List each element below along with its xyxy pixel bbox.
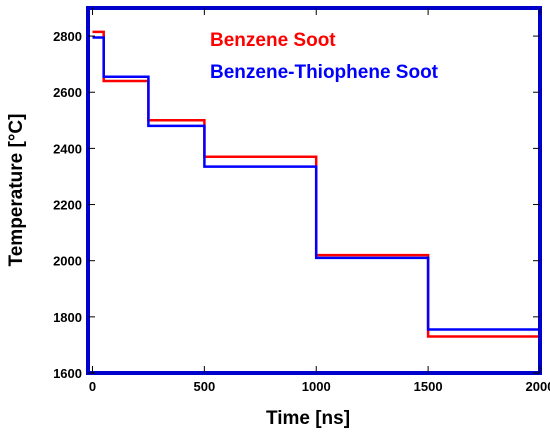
x-tick-label-4: 2000	[526, 379, 550, 394]
y-tick-label-4: 2400	[53, 141, 82, 156]
legend-entry-1: Benzene-Thiophene Soot	[210, 62, 439, 83]
legend: Benzene Soot Benzene-Thiophene Soot	[210, 30, 439, 83]
y-tick-label-3: 2200	[53, 198, 82, 213]
ticks-layer: 0 500 1000 1500 2000 1600 1800 2000 2200 2400 2600…	[53, 8, 550, 394]
y-tick-label-2: 2000	[53, 254, 82, 269]
y-tick-label-6: 2800	[53, 29, 82, 44]
x-tick-label-0: 0	[89, 379, 96, 394]
y-axis-label: Temperature [°C]	[6, 114, 27, 267]
y-tick-label-5: 2600	[53, 85, 82, 100]
y-tick-label-1: 1800	[53, 310, 82, 325]
x-tick-label-2: 1000	[302, 379, 331, 394]
x-axis-label: Time [ns]	[266, 408, 350, 429]
series-line-1	[92, 36, 540, 331]
x-tick-label-1: 500	[194, 379, 216, 394]
y-tick-label-0: 1600	[53, 366, 82, 381]
series-layer	[92, 30, 540, 338]
plot-frame	[86, 6, 542, 375]
legend-entry-0: Benzene Soot	[210, 30, 336, 51]
x-tick-label-3: 1500	[414, 379, 443, 394]
